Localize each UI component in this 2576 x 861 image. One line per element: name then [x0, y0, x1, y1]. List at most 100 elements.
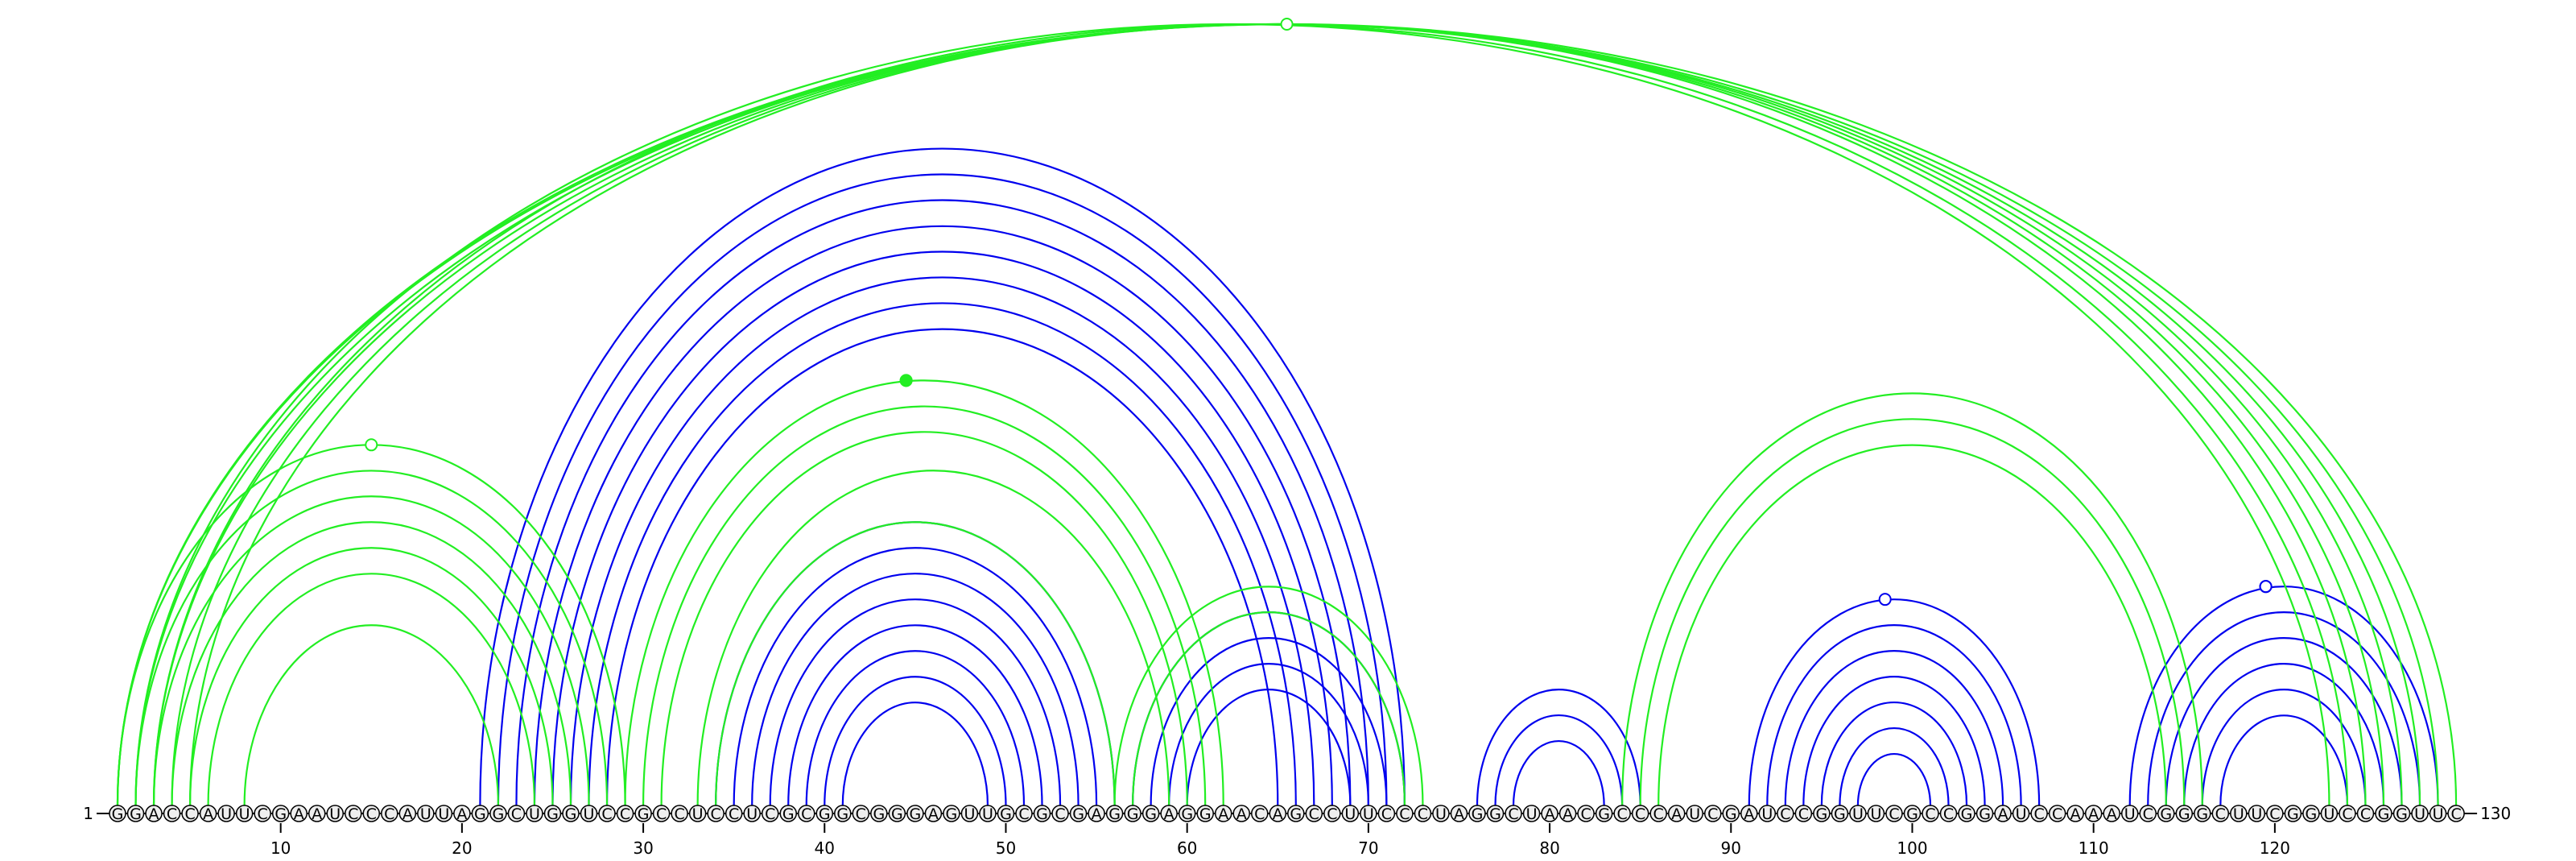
nucleotide-circle	[1088, 805, 1105, 822]
arc-1-4-26	[171, 521, 572, 806]
nucleotide-letter: U	[1526, 805, 1538, 823]
nucleotide: G	[1813, 805, 1831, 823]
nucleotide: G	[634, 805, 652, 823]
nucleotide-circle	[1232, 805, 1250, 822]
nucleotide-letter: U	[982, 805, 993, 823]
nucleotide-letter: C	[1381, 805, 1392, 823]
arc-0-94-104	[1802, 676, 1986, 806]
nucleotide-letter: C	[2143, 805, 2153, 823]
nucleotide-circle	[1758, 805, 1777, 822]
nucleotide-letter: G	[565, 805, 577, 823]
nucleotide-circle	[798, 805, 815, 822]
nucleotide-circle	[1214, 805, 1232, 822]
arc-0-78-83	[1512, 739, 1605, 806]
nucleotide: G	[562, 805, 580, 823]
nucleotide-circle	[2194, 805, 2211, 822]
nucleotide-letter: G	[910, 805, 922, 823]
nucleotide-letter: U	[964, 805, 975, 823]
nucleotide-circle	[1015, 805, 1033, 822]
nucleotide-letter: U	[2251, 805, 2262, 823]
nucleotide-circle	[453, 805, 471, 822]
nucleotide: A	[308, 805, 326, 823]
nucleotide-letter: A	[1218, 805, 1228, 823]
nucleotide-letter: C	[167, 805, 177, 823]
arc-1-86-114	[1657, 444, 2167, 806]
nucleotide: G	[1595, 805, 1613, 823]
arc-0-92-106	[1766, 624, 2022, 806]
nucleotide-letter: G	[1489, 805, 1501, 823]
arc-marker-1-1	[365, 438, 378, 452]
nucleotide-circle	[326, 805, 344, 822]
nucleotide: G	[109, 805, 126, 823]
nucleotide: C	[2339, 805, 2356, 823]
nucleotide-letter: C	[1018, 805, 1029, 823]
nucleotide: C	[1939, 805, 1958, 823]
nucleotide-letter: G	[891, 805, 903, 823]
nucleotide-circle	[1468, 805, 1486, 822]
nucleotide-circle	[362, 805, 381, 822]
nucleotide-circle	[345, 805, 362, 822]
nucleotide: C	[2356, 805, 2375, 823]
arc-0-34-56	[715, 521, 1116, 806]
nucleotide: A	[1214, 805, 1232, 823]
nucleotide: U	[1867, 805, 1885, 823]
nucleotide-letter: G	[1072, 805, 1084, 823]
nucleotide-circle	[1160, 805, 1178, 822]
nucleotide: G	[1196, 805, 1214, 823]
nucleotide: U	[417, 805, 435, 823]
nucleotide-letter: G	[1472, 805, 1484, 823]
arc-1-4-126	[171, 23, 2385, 806]
nucleotide-circle	[489, 805, 507, 822]
nucleotide-letter: C	[1653, 805, 1664, 823]
nucleotide: C	[652, 805, 671, 823]
tick-label: 50	[996, 838, 1016, 857]
marker-layer	[365, 18, 2273, 606]
arc-0-77-84	[1494, 714, 1624, 806]
arc-0-35-55	[733, 547, 1098, 806]
nucleotide-circle	[2392, 805, 2411, 822]
arc-0-26-67	[569, 276, 1315, 806]
nucleotide: C	[2030, 805, 2048, 823]
nucleotide: C	[707, 805, 724, 823]
nucleotide: U	[743, 805, 761, 823]
arc-0-113-128	[2147, 611, 2421, 806]
nucleotide-circle	[126, 805, 145, 822]
nucleotide-circle	[381, 805, 398, 822]
nucleotide-circle	[1051, 805, 1069, 822]
arc-0-22-71	[497, 173, 1388, 806]
start-label: 1	[83, 804, 93, 823]
arc-0-21-72	[479, 147, 1406, 806]
nucleotide: C	[761, 805, 779, 823]
nucleotide-circle	[562, 805, 580, 822]
nucleotide-circle	[1686, 805, 1703, 822]
arc-1-5-25	[188, 547, 554, 806]
nucleotide: A	[1541, 805, 1558, 823]
tick-label: 10	[270, 838, 291, 857]
nucleotide-circle	[526, 805, 543, 822]
nucleotide-circle	[2375, 805, 2392, 822]
nucleotide: U	[217, 805, 235, 823]
nucleotide-circle	[1922, 805, 1939, 822]
arc-1-84-116	[1621, 392, 2203, 806]
nucleotide: A	[2066, 805, 2084, 823]
nucleotide: A	[453, 805, 471, 823]
nucleotide-circle	[2084, 805, 2103, 822]
arc-0-59-70	[1168, 663, 1369, 806]
arc-0-25-68	[551, 250, 1333, 806]
nucleotide-circle	[2120, 805, 2139, 822]
nucleotide-letter: A	[149, 805, 159, 823]
nucleotide: U	[526, 805, 543, 823]
nucleotide: G	[1903, 805, 1922, 823]
nucleotide-circle	[2302, 805, 2320, 822]
nucleotide-letter: U	[1852, 805, 1864, 823]
nucleotide: G	[779, 805, 797, 823]
nucleotide: U	[2411, 805, 2429, 823]
nucleotide: C	[2266, 805, 2284, 823]
nucleotide-letter: U	[529, 805, 540, 823]
nucleotide-circle	[1178, 805, 1196, 822]
nucleotide-circle	[1613, 805, 1631, 822]
arc-0-40-50	[824, 676, 1007, 806]
nucleotide: C	[163, 805, 181, 823]
nucleotide-circle	[724, 805, 743, 822]
